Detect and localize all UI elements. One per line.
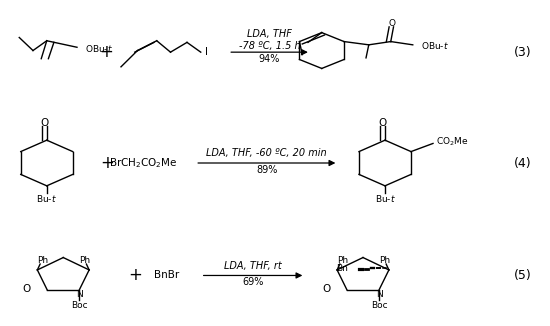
Text: Ph: Ph <box>337 256 348 265</box>
Text: +: + <box>99 43 113 61</box>
Text: O: O <box>22 284 30 294</box>
Text: I: I <box>205 47 207 57</box>
Text: LDA, THF, rt: LDA, THF, rt <box>224 261 282 271</box>
Text: O: O <box>388 19 395 28</box>
Text: -78 ºC, 1.5 h: -78 ºC, 1.5 h <box>239 41 300 51</box>
Text: OBu-$t$: OBu-$t$ <box>421 40 449 51</box>
Text: (3): (3) <box>514 46 531 59</box>
Text: CO$_2$Me: CO$_2$Me <box>436 136 469 148</box>
Text: 69%: 69% <box>243 277 263 287</box>
Text: O: O <box>378 118 387 128</box>
Text: (5): (5) <box>514 269 531 282</box>
Text: LDA, THF: LDA, THF <box>247 29 292 39</box>
Text: Boc: Boc <box>71 301 87 310</box>
Text: LDA, THF, -60 ºC, 20 min: LDA, THF, -60 ºC, 20 min <box>206 148 327 158</box>
Text: OBu-$t$: OBu-$t$ <box>85 43 113 54</box>
Text: +: + <box>100 154 114 172</box>
Text: Ph: Ph <box>379 256 390 265</box>
Text: Ph: Ph <box>37 256 48 265</box>
Text: N: N <box>76 290 82 299</box>
Text: Boc: Boc <box>371 301 387 310</box>
Text: BrCH$_2$CO$_2$Me: BrCH$_2$CO$_2$Me <box>109 156 177 170</box>
Text: Bn: Bn <box>336 264 348 273</box>
Text: Bu-$t$: Bu-$t$ <box>36 193 57 204</box>
Text: O: O <box>322 284 330 294</box>
Text: +: + <box>128 266 142 285</box>
Text: 89%: 89% <box>256 165 277 174</box>
Text: (4): (4) <box>514 156 531 170</box>
Text: Bu-$t$: Bu-$t$ <box>375 193 395 204</box>
Text: Ph: Ph <box>79 256 90 265</box>
Text: O: O <box>41 118 49 128</box>
Text: 94%: 94% <box>259 54 280 64</box>
Text: N: N <box>376 290 382 299</box>
Text: BnBr: BnBr <box>154 271 179 280</box>
